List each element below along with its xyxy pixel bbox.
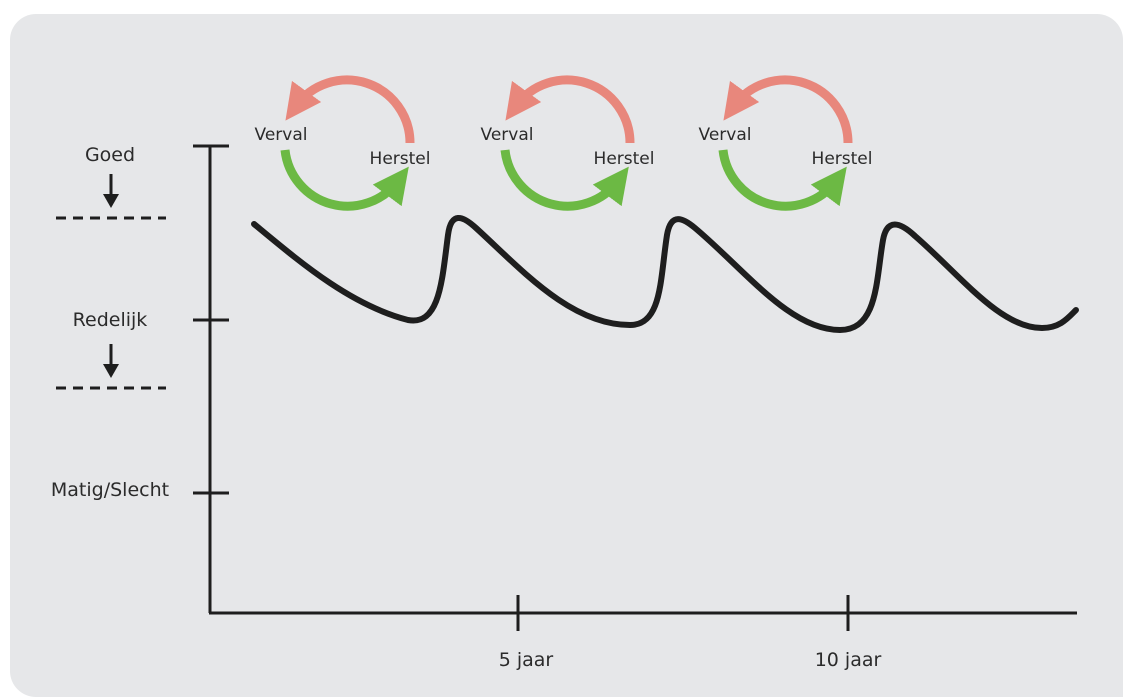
decay-arrow-icon	[505, 75, 635, 144]
decay-label: Verval	[699, 125, 752, 145]
decay-label: Verval	[255, 125, 308, 145]
x-label-5-jaar: 5 jaar	[499, 649, 554, 671]
recovery-label: Herstel	[370, 149, 431, 169]
maintenance-cycle-3: Verval Herstel	[699, 75, 873, 211]
recovery-label: Herstel	[812, 149, 873, 169]
y-label-matig-slecht: Matig/Slecht	[51, 479, 169, 501]
condition-curve	[251, 215, 1079, 333]
maintenance-cycle-1: Verval Herstel	[255, 75, 431, 211]
down-arrow-icon	[103, 174, 119, 208]
y-label-goed: Goed	[85, 144, 135, 166]
decay-arrow-icon	[285, 75, 415, 144]
recovery-arrow-icon	[500, 149, 629, 211]
x-label-10-jaar: 10 jaar	[815, 649, 882, 671]
decay-label: Verval	[481, 125, 534, 145]
diagram-panel	[10, 14, 1123, 697]
y-label-redelijk: Redelijk	[73, 309, 148, 331]
decay-arrow-icon	[723, 75, 853, 144]
recovery-arrow-icon	[280, 149, 409, 211]
recovery-arrow-icon	[718, 149, 847, 211]
maintenance-cycle-2: Verval Herstel	[481, 75, 655, 211]
down-arrow-icon	[103, 344, 119, 378]
recovery-label: Herstel	[594, 149, 655, 169]
